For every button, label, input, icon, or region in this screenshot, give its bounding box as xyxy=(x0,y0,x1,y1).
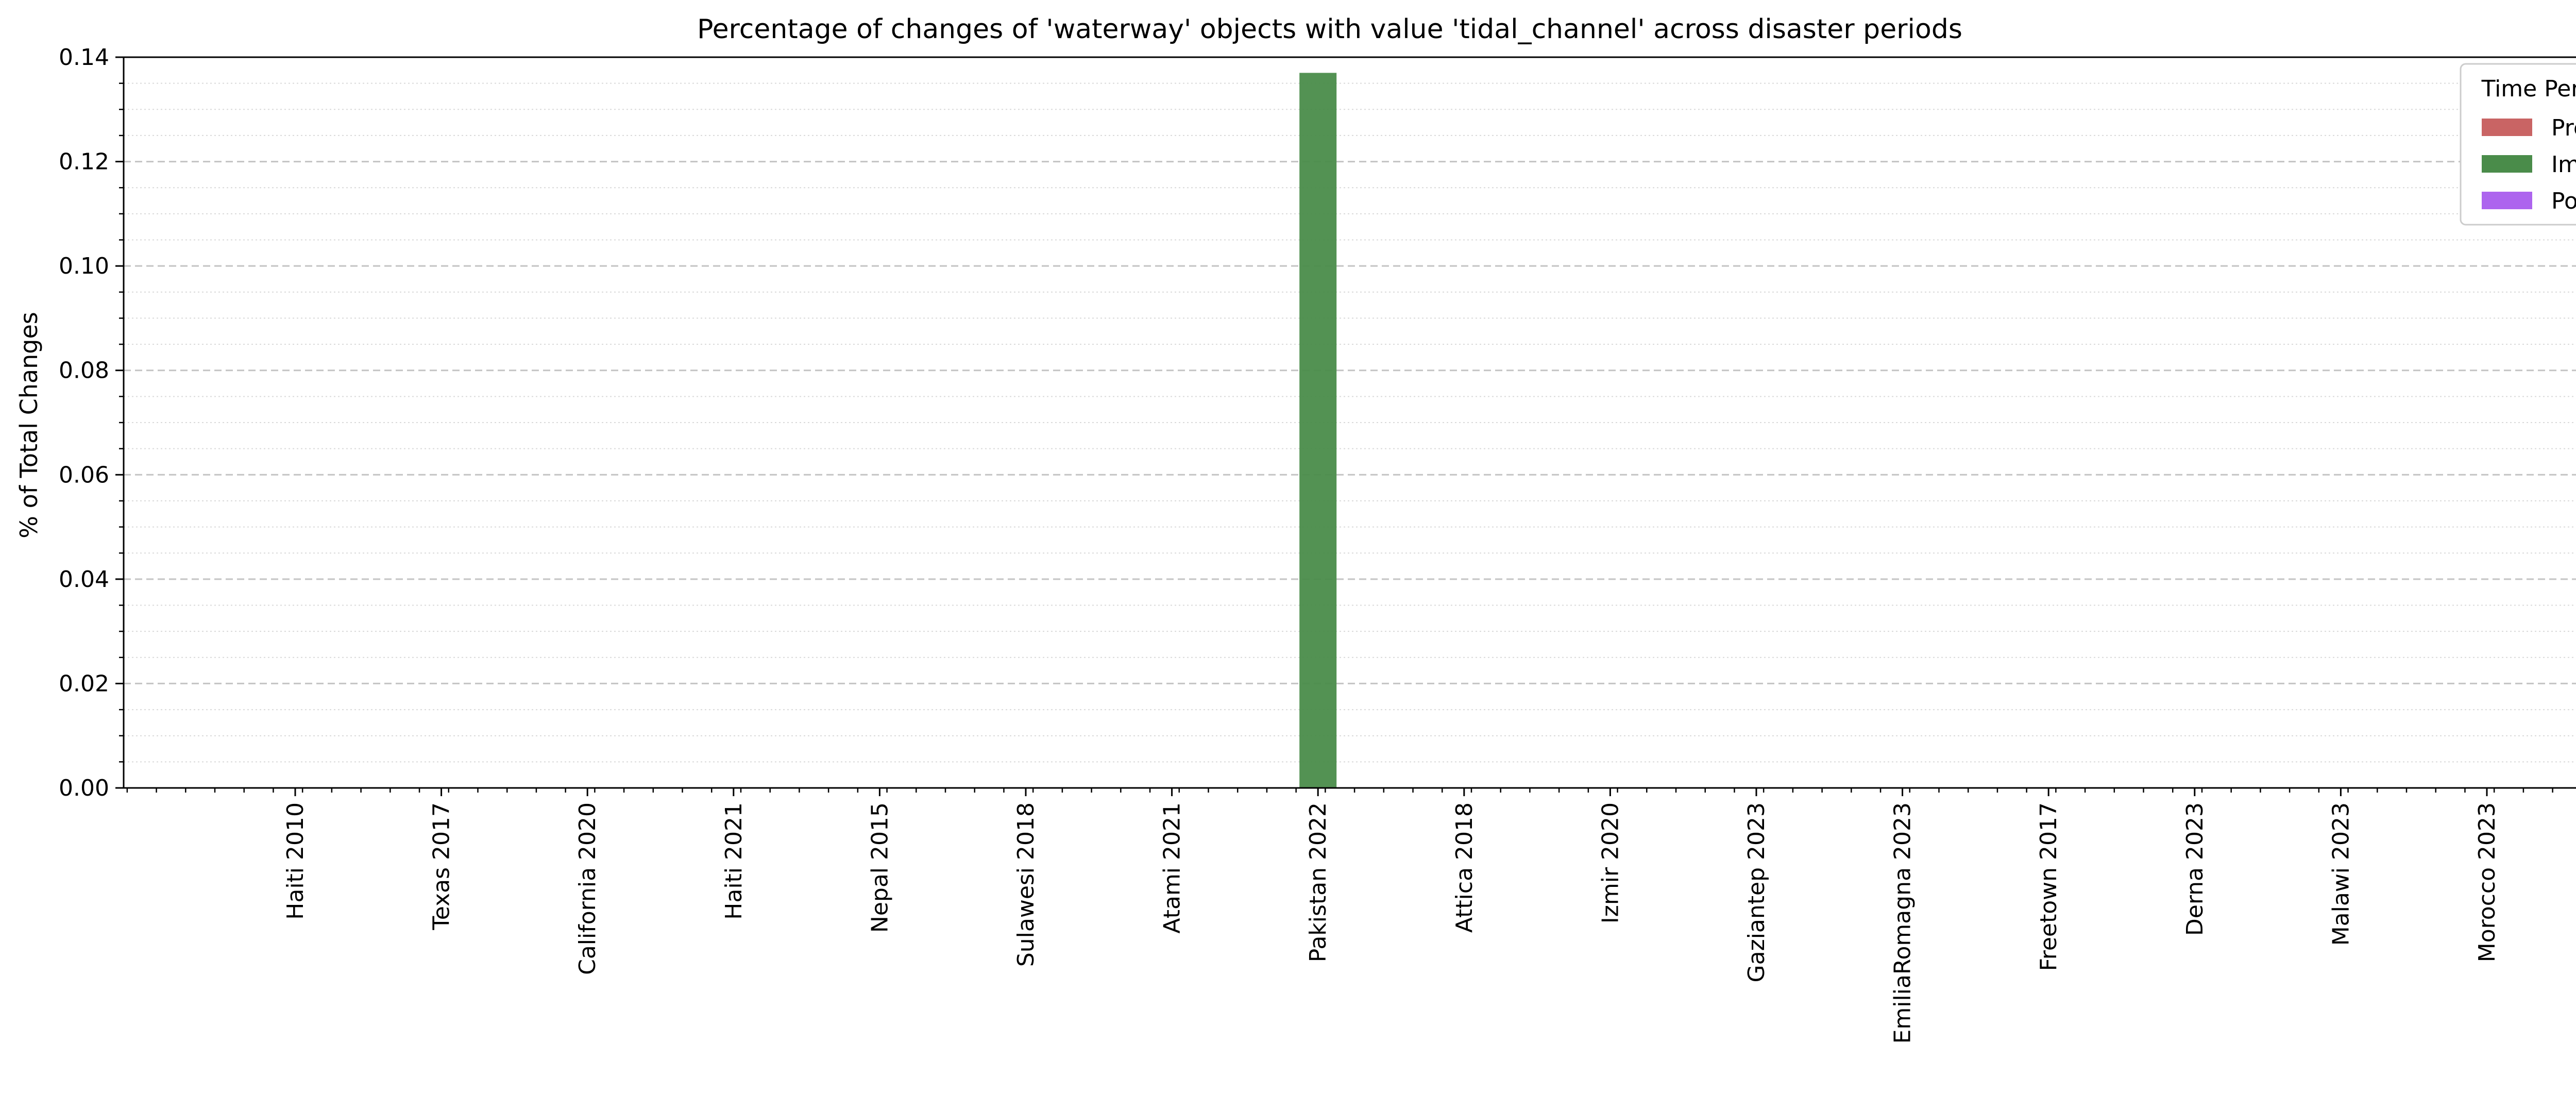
y-tick-label: 0.08 xyxy=(59,358,109,384)
y-tick-label: 0.06 xyxy=(59,462,109,488)
x-tick-label: Pakistan 2022 xyxy=(1305,802,1331,962)
x-tick-label: Texas 2017 xyxy=(429,802,455,931)
x-tick-label: Izmir 2020 xyxy=(1597,802,1623,923)
x-tick-label: Malawi 2023 xyxy=(2328,802,2354,946)
bar-imm xyxy=(1299,73,1337,788)
legend-title: Time Period xyxy=(2481,76,2576,102)
x-tick-label: Haiti 2021 xyxy=(721,802,747,920)
legend-swatch-imm xyxy=(2482,155,2532,173)
legend: Time Period Pre Imm Post xyxy=(2460,63,2576,226)
y-tick-label: 0.10 xyxy=(59,253,109,279)
x-tick-label: Haiti 2010 xyxy=(282,802,309,920)
x-tick-label: Sulawesi 2018 xyxy=(1013,802,1039,967)
x-tick-label: California 2020 xyxy=(574,802,601,975)
legend-items: Pre Imm Post xyxy=(2482,115,2576,214)
grid-layer xyxy=(124,56,2576,763)
x-tick-label: EmiliaRomagna 2023 xyxy=(1890,802,1916,1044)
bars-layer xyxy=(1299,73,1337,788)
legend-swatch-pre xyxy=(2482,119,2532,136)
x-tick-label: Freetown 2017 xyxy=(2036,802,2062,971)
x-tick-label: Atami 2021 xyxy=(1159,802,1185,934)
x-tick-label: Derna 2023 xyxy=(2182,802,2208,936)
y-axis-label: % of Total Changes xyxy=(15,312,43,538)
x-tick-label: Nepal 2015 xyxy=(867,802,893,933)
legend-label-post: Post xyxy=(2551,188,2576,214)
x-tick-label: Attica 2018 xyxy=(1451,802,1478,933)
y-tick-label: 0.02 xyxy=(59,670,109,697)
y-tick-label: 0.00 xyxy=(59,775,109,801)
legend-label-pre: Pre xyxy=(2551,115,2576,141)
y-tick-label: 0.12 xyxy=(59,149,109,175)
legend-frame xyxy=(2460,63,2576,226)
legend-label-imm: Imm xyxy=(2551,152,2576,178)
chart-title: Percentage of changes of 'waterway' obje… xyxy=(697,14,1962,45)
x-tick-label: Gaziantep 2023 xyxy=(1743,802,1770,982)
ticks-layer: 0.00 0.02 0.04 0.06 0.08 0.10 0.12 0.14 Haiti 20… xyxy=(59,44,2553,1044)
y-tick-label: 0.14 xyxy=(59,44,109,71)
x-tick-label: Morocco 2023 xyxy=(2474,802,2500,962)
y-tick-label: 0.04 xyxy=(59,566,109,593)
legend-swatch-post xyxy=(2482,192,2532,209)
